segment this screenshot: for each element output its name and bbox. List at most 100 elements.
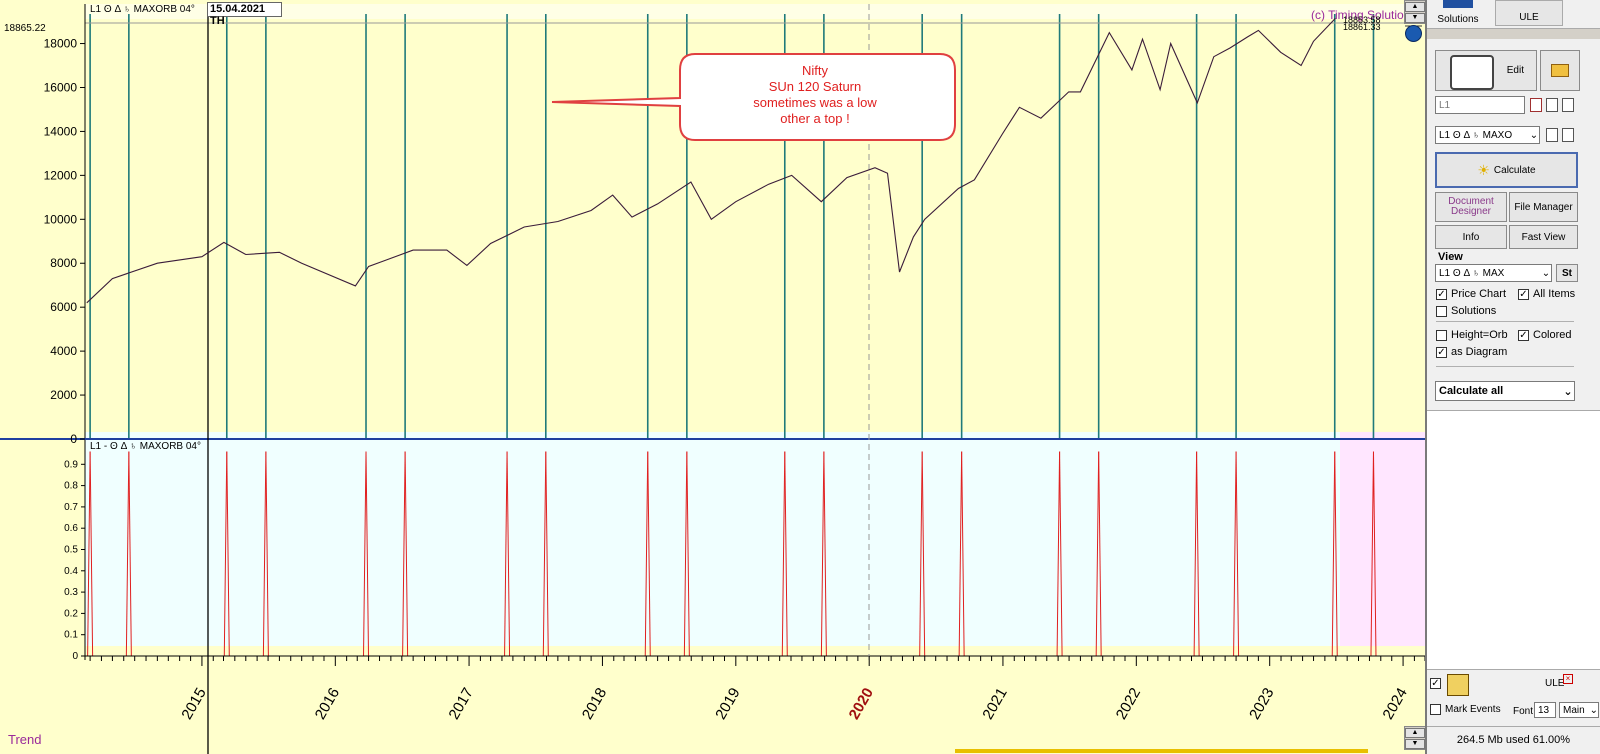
info-label: Info: [1462, 231, 1480, 243]
x-tick-label-2020: 2020: [846, 685, 877, 722]
table-icon[interactable]: [1546, 98, 1558, 112]
file-manager-button[interactable]: File Manager: [1509, 192, 1578, 222]
trend-label[interactable]: Trend: [8, 732, 42, 747]
view-chevron-down-icon: ⌄: [1541, 267, 1551, 279]
x-tick-label-2024: 2024: [1379, 685, 1410, 722]
price-series-line: [86, 17, 1336, 304]
main-select[interactable]: Main ⌄: [1559, 702, 1599, 718]
as-diagram-checkbox[interactable]: ✓ as Diagram: [1436, 346, 1507, 358]
solutions-checkbox[interactable]: Solutions: [1436, 305, 1496, 317]
calculate-button[interactable]: ☀ Calculate: [1435, 152, 1578, 188]
info-button[interactable]: Info: [1435, 225, 1507, 249]
chart-canvas[interactable]: 0 2000 4000 6000 8000 10000 12000 14000 16000 180…: [0, 0, 1425, 754]
view-separator-2: [1436, 366, 1574, 367]
all-items-checkbox[interactable]: ✓ All Items: [1518, 288, 1575, 300]
y-tick-label-top-3: 6000: [50, 300, 77, 314]
calc-chevron-down-icon: ⌄: [1563, 385, 1573, 398]
as-diagram-label: as Diagram: [1451, 346, 1508, 358]
current-value-label: 18865.22: [4, 23, 46, 34]
y-tick-label-top-6: 12000: [44, 168, 78, 182]
mark-events-label: Mark Events: [1445, 704, 1501, 715]
lower-panel-label: L1 - ʘ Δ ♄ MAXORB 04°: [90, 441, 201, 452]
y-tick-label-top-1: 2000: [50, 388, 77, 402]
callout-line-1: SUn 120 Saturn: [769, 79, 862, 94]
event-spike-left-6: [504, 451, 508, 657]
event-spike-left-12: [919, 451, 923, 657]
main-select-value: Main: [1563, 704, 1585, 716]
fast-view-button[interactable]: Fast View: [1509, 225, 1578, 249]
scroll-down-button[interactable]: ▼: [1405, 13, 1425, 23]
as-diagram-check: ✓: [1436, 346, 1447, 358]
x-tick-label-2018: 2018: [579, 685, 610, 722]
height-orb-label: Height=Orb: [1451, 329, 1508, 341]
file-manager-label: File Manager: [1514, 201, 1573, 213]
bottom-scroll-up-button[interactable]: ▲: [1405, 728, 1425, 738]
callout-line-3: other a top !: [780, 111, 849, 126]
event-spike-right-1: [128, 451, 132, 657]
open-folder-button[interactable]: [1540, 50, 1580, 91]
view-select[interactable]: L1 ʘ Δ ♄ MAX ⌄: [1435, 264, 1552, 282]
event-spike-left-7: [542, 451, 547, 657]
calculate-all-select[interactable]: Calculate all ⌄: [1435, 381, 1575, 401]
view-separator-1: [1436, 321, 1574, 322]
tabs-divider: [1427, 28, 1600, 39]
price-chart-checkbox[interactable]: ✓ Price Chart: [1436, 288, 1506, 300]
event-spike-left-13: [958, 451, 963, 657]
y-tick-label-bottom-9: 0.9: [64, 459, 78, 470]
globe-icon[interactable]: [1405, 25, 1422, 42]
cursor-icon[interactable]: [1530, 98, 1542, 112]
event-spike-left-1: [125, 451, 130, 657]
edit-button[interactable]: Edit: [1435, 50, 1537, 91]
solutions-check: [1436, 305, 1447, 317]
bottom-scroll-down-button[interactable]: ▼: [1405, 739, 1425, 749]
close-icon[interactable]: ×: [1563, 674, 1573, 684]
bottom-scroll[interactable]: ▲ ▼: [1404, 726, 1426, 750]
event-spike-left-3: [262, 451, 267, 657]
x-tick-label-2022: 2022: [1113, 685, 1144, 722]
st-label: St: [1562, 267, 1572, 279]
right-panel: Solutions ULE Edit L1 L1 ʘ Δ ♄ MAXO ⌄ ☀ …: [1425, 0, 1600, 754]
callout-line-0: Nifty: [802, 63, 829, 78]
x-tick-label-2016: 2016: [312, 685, 343, 722]
st-button[interactable]: St: [1556, 264, 1578, 282]
height-orb-checkbox[interactable]: Height=Orb: [1436, 329, 1508, 341]
horizontal-scrollbar-thumb[interactable]: [955, 749, 1368, 753]
event-spike-right-3: [265, 451, 269, 657]
grid-icon[interactable]: [1562, 98, 1574, 112]
event-spike-right-6: [506, 451, 511, 657]
scroll-up-button[interactable]: ▲: [1405, 2, 1425, 12]
top-scroll[interactable]: ▲ ▼: [1404, 0, 1426, 24]
x-tick-label-2021: 2021: [979, 685, 1010, 722]
series-select[interactable]: L1 ʘ Δ ♄ MAXO ⌄: [1435, 126, 1540, 144]
x-tick-label-2019: 2019: [712, 685, 743, 722]
memory-status: 264.5 Mb used 61.00%: [1427, 726, 1600, 753]
event-spike-right-5: [404, 451, 409, 657]
y-tick-label-top-4: 8000: [50, 256, 77, 270]
tab-solutions[interactable]: Solutions: [1427, 0, 1489, 26]
tab-ule[interactable]: ULE: [1495, 0, 1563, 26]
mark-events-checkbox[interactable]: Mark Events: [1430, 704, 1501, 715]
event-spike-right-19: [1372, 451, 1377, 657]
calculate-all-value: Calculate all: [1439, 385, 1504, 397]
event-spike-right-13: [961, 451, 965, 657]
symbols-icon[interactable]: [1447, 674, 1469, 696]
series-select-value: L1 ʘ Δ ♄ MAXO: [1439, 129, 1513, 141]
l1-field[interactable]: L1: [1435, 96, 1525, 114]
grid-icon-2[interactable]: [1562, 128, 1574, 142]
table-icon-2[interactable]: [1546, 128, 1558, 142]
all-items-label: All Items: [1533, 288, 1576, 300]
toolbar-checkbox[interactable]: ✓: [1430, 678, 1445, 689]
chart-area[interactable]: 0 2000 4000 6000 8000 10000 12000 14000 16000 180…: [0, 0, 1426, 754]
view-label: View: [1438, 251, 1463, 263]
font-size-stepper[interactable]: 13: [1534, 702, 1556, 718]
event-spike-left-10: [781, 451, 786, 657]
edit-clock-icon: [1450, 55, 1494, 90]
y-tick-label-bottom-6: 0.6: [64, 523, 78, 534]
colored-checkbox[interactable]: ✓ Colored: [1518, 329, 1572, 341]
event-spike-right-17: [1235, 451, 1240, 657]
y-tick-label-bottom-5: 0.5: [64, 545, 78, 556]
document-designer-button[interactable]: Document Designer: [1435, 192, 1507, 222]
y-tick-label-top-0: 0: [70, 432, 77, 446]
event-spike-left-15: [1095, 451, 1100, 657]
